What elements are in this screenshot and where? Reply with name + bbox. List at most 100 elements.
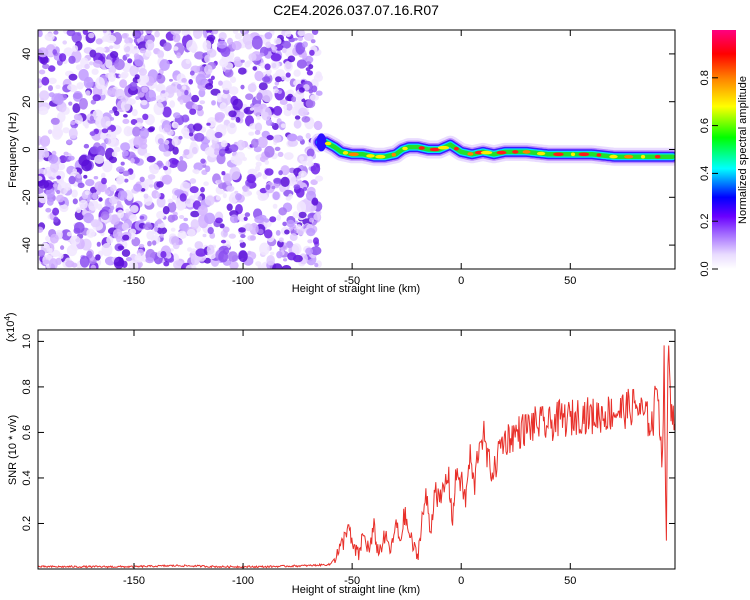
- noise-speckle: [306, 228, 316, 237]
- noise-speckle: [214, 131, 223, 139]
- noise-speckle: [277, 151, 284, 157]
- noise-speckle: [309, 49, 315, 56]
- noise-speckle: [130, 119, 138, 125]
- noise-speckle: [257, 172, 262, 177]
- noise-speckle: [235, 151, 246, 162]
- noise-speckle: [242, 185, 248, 192]
- noise-speckle: [292, 211, 299, 219]
- noise-speckle: [169, 100, 176, 108]
- noise-speckle: [38, 175, 43, 182]
- noise-speckle: [217, 40, 228, 49]
- noise-speckle: [84, 190, 90, 196]
- noise-speckle: [258, 82, 268, 91]
- noise-speckle: [179, 222, 189, 232]
- noise-speckle: [189, 70, 195, 76]
- noise-speckle: [314, 262, 319, 268]
- noise-speckle: [230, 116, 235, 121]
- noise-speckle: [229, 144, 239, 153]
- noise-speckle: [114, 88, 125, 100]
- noise-speckle: [51, 126, 63, 140]
- noise-speckle: [92, 94, 101, 102]
- noise-speckle: [139, 215, 145, 220]
- noise-speckle: [227, 37, 233, 45]
- spectrogram-xtick-label: -100: [232, 275, 254, 287]
- spectrogram-panel: -150 -100 -50 0 50 -40 -20 0 20 40 Height of stra…: [7, 29, 676, 295]
- noise-speckle: [294, 115, 301, 120]
- noise-speckle: [176, 52, 182, 59]
- noise-speckle: [131, 237, 141, 247]
- noise-speckle: [189, 108, 197, 115]
- snr-xtick-label: -150: [123, 575, 145, 587]
- noise-speckle: [227, 251, 238, 262]
- spectrogram-xlabel: Height of straight line (km): [292, 283, 420, 295]
- noise-speckle: [173, 42, 185, 57]
- noise-speckle: [113, 43, 121, 50]
- noise-speckle: [273, 177, 282, 184]
- noise-speckle: [276, 214, 282, 221]
- noise-speckle: [216, 179, 223, 184]
- noise-speckle: [116, 175, 125, 185]
- noise-speckle: [155, 192, 161, 199]
- snr-multiplier-close: ): [5, 312, 17, 316]
- noise-speckle: [74, 222, 85, 234]
- noise-speckle: [273, 37, 282, 45]
- noise-speckle: [216, 93, 222, 100]
- noise-speckle: [50, 233, 59, 244]
- noise-speckle: [252, 103, 264, 117]
- noise-speckle: [72, 91, 83, 102]
- spectrogram-ylabel: Frequency (Hz): [7, 112, 19, 188]
- noise-speckle: [136, 252, 141, 259]
- noise-speckle: [43, 259, 50, 265]
- noise-speckle: [153, 102, 164, 116]
- noise-speckle: [52, 183, 58, 188]
- noise-speckle: [126, 194, 133, 201]
- noise-speckle: [179, 193, 187, 202]
- noise-speckle: [109, 117, 115, 121]
- noise-speckle: [140, 188, 146, 192]
- noise-speckle: [215, 195, 221, 201]
- noise-speckle: [188, 132, 194, 137]
- noise-speckle: [159, 233, 164, 238]
- snr-xlabel: Height of straight line (km): [292, 584, 420, 596]
- noise-speckle: [156, 85, 163, 91]
- noise-speckle: [281, 265, 292, 269]
- noise-speckle: [195, 73, 206, 86]
- snr-ylabel: SNR (10 * v/v): [7, 415, 19, 485]
- noise-speckle: [221, 80, 232, 91]
- noise-speckle: [66, 30, 76, 37]
- noise-speckle: [145, 257, 154, 264]
- noise-speckle: [88, 32, 95, 39]
- noise-speckle: [194, 241, 204, 250]
- noise-speckle: [281, 40, 291, 49]
- noise-speckle: [215, 217, 223, 224]
- noise-speckle: [287, 139, 298, 147]
- noise-speckle: [272, 134, 282, 143]
- noise-speckle: [179, 156, 184, 161]
- noise-speckle: [273, 105, 283, 116]
- noise-speckle: [189, 178, 197, 184]
- noise-speckle: [92, 59, 103, 68]
- noise-speckle: [264, 168, 274, 176]
- noise-speckle: [214, 112, 226, 120]
- spectrogram-ytick-label: -40: [21, 237, 33, 253]
- noise-speckle: [229, 261, 239, 269]
- noise-speckle: [171, 138, 178, 146]
- colorbar-tick-label: 0.4: [699, 166, 711, 181]
- noise-speckle: [270, 251, 275, 256]
- noise-speckle: [122, 170, 130, 177]
- noise-speckle: [172, 46, 179, 51]
- noise-speckle: [207, 227, 214, 235]
- noise-speckle: [45, 207, 52, 213]
- noise-speckle: [240, 234, 246, 239]
- noise-speckle: [204, 212, 216, 224]
- noise-speckle: [218, 148, 226, 157]
- noise-speckle: [38, 106, 49, 115]
- noise-speckle: [264, 145, 275, 158]
- noise-speckle: [249, 107, 255, 111]
- noise-speckle: [79, 255, 90, 268]
- noise-speckle: [287, 252, 297, 261]
- noise-speckle: [105, 133, 117, 147]
- snr-multiplier-exp: 4: [3, 316, 12, 321]
- noise-speckle: [234, 33, 243, 40]
- noise-speckle: [310, 179, 318, 186]
